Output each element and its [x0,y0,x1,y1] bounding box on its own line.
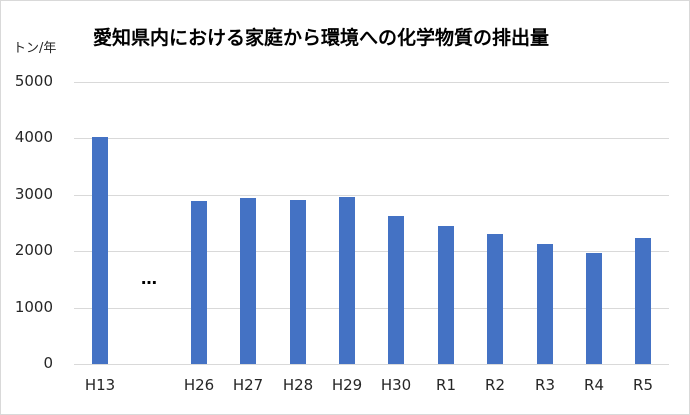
y-tick-label: 1000 [14,298,53,316]
y-axis-unit-label: トン/年 [13,41,57,56]
chart-title: 愛知県内における家庭から環境への化学物質の排出量 [93,27,550,49]
x-tick-label: H28 [282,376,314,394]
bar-R3 [537,244,553,364]
x-tick-label: R2 [485,376,505,394]
gridline [74,195,669,196]
bar-H26 [191,201,207,364]
x-tick-label: R4 [584,376,604,394]
x-tick-label: R3 [535,376,555,394]
x-tick-label: H30 [380,376,412,394]
y-tick-label: 3000 [14,185,53,203]
x-tick-label: H26 [183,376,215,394]
y-tick-label: 4000 [14,128,53,146]
x-tick-label: H27 [232,376,264,394]
bar-H27 [240,198,256,364]
y-tick-label: 5000 [14,72,53,90]
y-tick-label: 0 [43,354,53,372]
gridline [74,138,669,139]
bar-H28 [290,200,306,364]
gridline [74,82,669,83]
x-tick-label: H13 [84,376,116,394]
x-tick-label: R5 [633,376,653,394]
x-tick-label: H29 [331,376,363,394]
x-tick-label: R1 [436,376,456,394]
y-tick-label: 2000 [14,241,53,259]
bar-R5 [635,238,651,364]
gridline [74,251,669,252]
bar-H29 [339,197,355,364]
omitted-years-ellipsis: … [141,269,157,288]
gridline [74,308,669,309]
bar-R2 [487,234,503,364]
bar-H13 [92,137,108,364]
gridline [74,364,669,365]
bar-R4 [586,253,602,364]
bar-R1 [438,226,454,364]
bar-H30 [388,216,404,364]
